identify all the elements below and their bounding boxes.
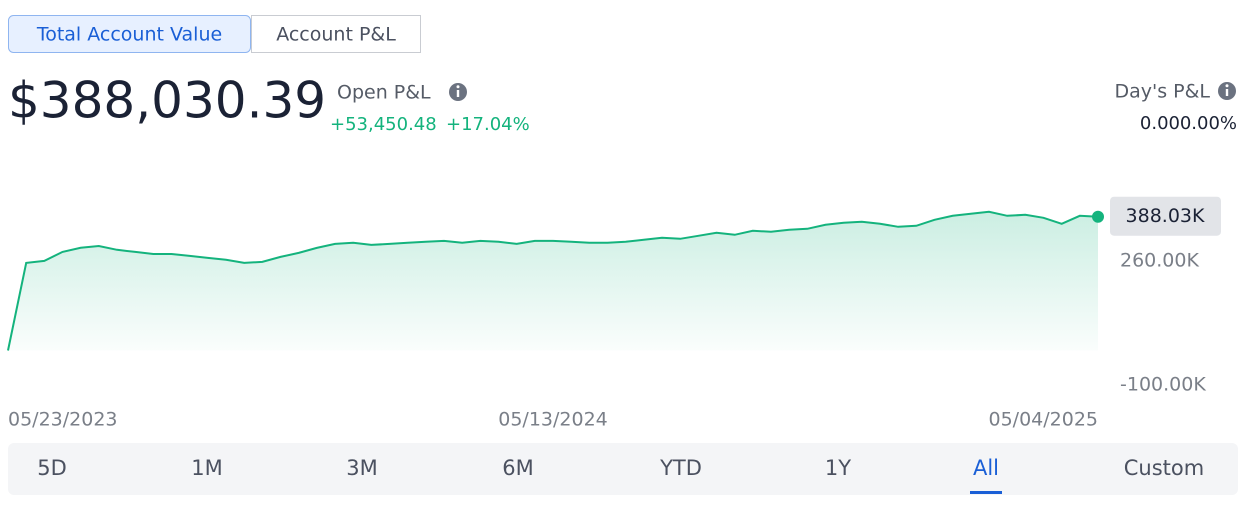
tab-label[interactable]: Account P&L [276,24,396,46]
x-tick-label: 05/13/2024 [498,409,608,431]
y-tick-label: -100.00K [1120,374,1206,396]
tab[interactable] [8,15,251,53]
open-pnl-amount: +53,450.48 [330,114,437,135]
tab[interactable] [251,15,421,53]
area-fill [8,211,1098,351]
last-point [1092,210,1104,223]
tab-label[interactable]: Total Account Value [36,24,222,46]
range-button[interactable]: 5D [37,456,67,480]
range-button[interactable]: Custom [1124,456,1204,480]
range-button[interactable]: 3M [346,456,377,480]
info-icon[interactable] [449,83,467,101]
days-pnl-label: Day's P&L [1114,81,1210,103]
open-pnl-label: Open P&L [337,82,431,104]
current-value-box [1110,196,1221,236]
range-bar [8,443,1238,495]
x-tick-label: 05/23/2023 [8,409,118,431]
open-pnl-percent: +17.04% [446,114,530,135]
current-value-label: 388.03K [1126,205,1205,227]
account-value: $388,030.39 [8,72,326,130]
range-button[interactable]: All [973,456,999,480]
active-underline [970,491,1002,494]
days-pnl-percent: 0.00% [1180,113,1237,134]
line [7,210,1099,351]
x-tick-label: 05/04/2025 [988,409,1098,431]
range-button[interactable]: YTD [659,456,702,480]
y-tick-label: 260.00K [1120,249,1199,271]
info-icon[interactable] [1218,82,1236,100]
days-pnl-amount: 0.00 [1140,113,1180,134]
range-button[interactable]: 1M [191,456,222,480]
range-button[interactable]: 1Y [825,456,851,480]
range-button[interactable]: 6M [502,456,533,480]
